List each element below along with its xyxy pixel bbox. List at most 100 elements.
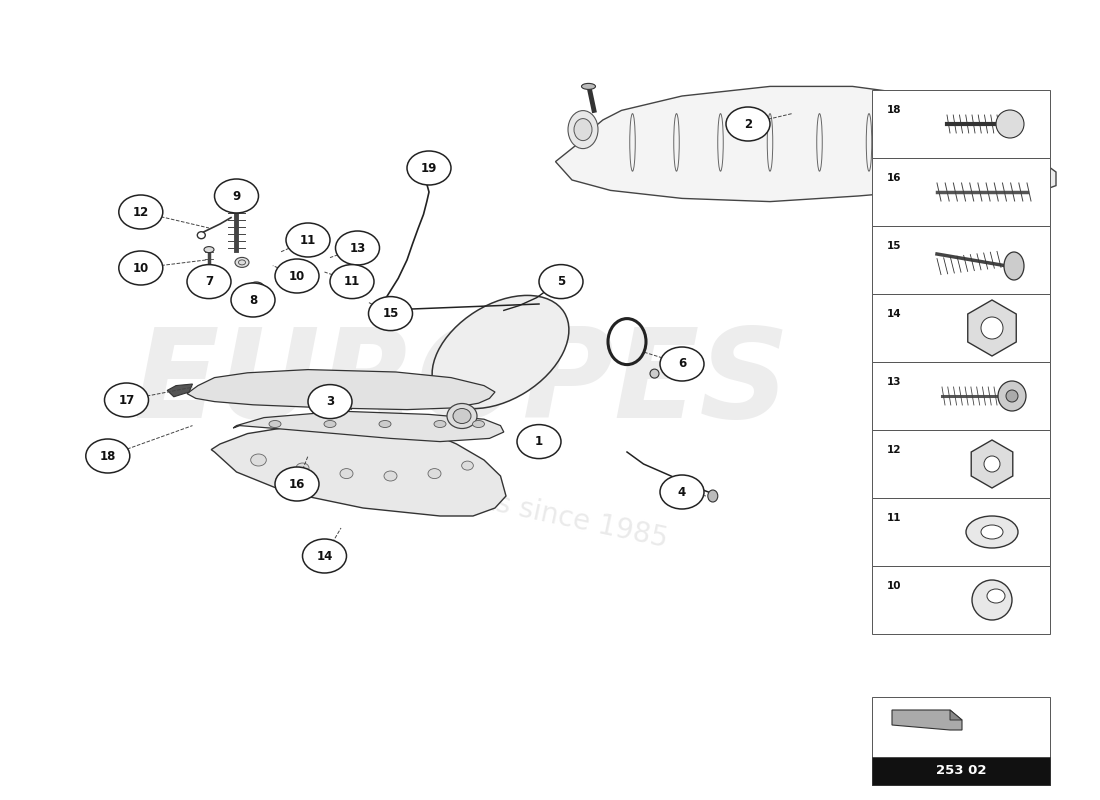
Text: EUROPES: EUROPES (134, 323, 790, 445)
Ellipse shape (1004, 252, 1024, 280)
Text: 14: 14 (887, 309, 902, 319)
Text: 10: 10 (887, 581, 902, 591)
Text: 10: 10 (133, 262, 148, 274)
Ellipse shape (998, 381, 1026, 411)
Ellipse shape (104, 383, 148, 417)
Polygon shape (233, 411, 504, 442)
Ellipse shape (286, 223, 330, 257)
Ellipse shape (324, 421, 336, 427)
Text: 16: 16 (887, 173, 902, 183)
Polygon shape (872, 697, 1050, 785)
Text: 15: 15 (887, 241, 902, 251)
Ellipse shape (368, 297, 412, 330)
Ellipse shape (407, 151, 451, 185)
Text: 1: 1 (535, 435, 543, 448)
Text: 11: 11 (300, 234, 316, 246)
Ellipse shape (660, 347, 704, 381)
Ellipse shape (981, 525, 1003, 539)
Ellipse shape (204, 246, 214, 253)
Ellipse shape (214, 179, 258, 213)
Polygon shape (892, 710, 962, 730)
Text: 13: 13 (887, 377, 902, 387)
Text: 11: 11 (344, 275, 360, 288)
Text: 14: 14 (317, 550, 332, 562)
Ellipse shape (330, 265, 374, 298)
Ellipse shape (660, 475, 704, 509)
Polygon shape (872, 430, 1050, 498)
Ellipse shape (119, 251, 163, 285)
Ellipse shape (574, 118, 592, 141)
Text: 13: 13 (350, 242, 365, 254)
Polygon shape (974, 132, 1056, 194)
Ellipse shape (462, 461, 473, 470)
Text: 19: 19 (421, 162, 437, 174)
Polygon shape (872, 362, 1050, 430)
Ellipse shape (987, 589, 1005, 603)
Ellipse shape (384, 471, 397, 481)
Ellipse shape (302, 539, 346, 573)
Polygon shape (872, 498, 1050, 566)
Ellipse shape (447, 403, 477, 429)
Ellipse shape (568, 110, 598, 149)
Text: a passion for parts since 1985: a passion for parts since 1985 (254, 438, 670, 554)
Text: 7: 7 (205, 275, 213, 288)
Text: 11: 11 (887, 513, 902, 523)
Ellipse shape (650, 369, 659, 378)
Ellipse shape (996, 110, 1024, 138)
Text: 253 02: 253 02 (936, 765, 987, 778)
Polygon shape (872, 294, 1050, 362)
Polygon shape (968, 300, 1016, 356)
Ellipse shape (231, 283, 275, 317)
Polygon shape (872, 90, 1050, 158)
Ellipse shape (972, 580, 1012, 620)
Polygon shape (187, 370, 495, 410)
Ellipse shape (707, 490, 718, 502)
Ellipse shape (453, 409, 471, 423)
Polygon shape (872, 566, 1050, 634)
Ellipse shape (434, 421, 446, 427)
Polygon shape (211, 422, 506, 516)
Ellipse shape (418, 176, 431, 184)
Text: 18: 18 (100, 450, 116, 462)
Ellipse shape (340, 469, 353, 478)
Text: 12: 12 (887, 445, 902, 455)
Text: 5: 5 (557, 275, 565, 288)
Ellipse shape (379, 421, 390, 427)
Ellipse shape (119, 195, 163, 229)
Text: 18: 18 (887, 105, 902, 115)
Ellipse shape (966, 516, 1018, 548)
Polygon shape (872, 226, 1050, 294)
Text: 10: 10 (289, 270, 305, 282)
Ellipse shape (308, 385, 352, 418)
Ellipse shape (582, 83, 595, 90)
Text: 9: 9 (232, 190, 241, 202)
Ellipse shape (239, 260, 245, 265)
Ellipse shape (235, 258, 249, 267)
Text: 6: 6 (678, 358, 686, 370)
Ellipse shape (187, 265, 231, 298)
Ellipse shape (251, 454, 266, 466)
Polygon shape (971, 440, 1013, 488)
Text: 3: 3 (326, 395, 334, 408)
Polygon shape (872, 757, 1050, 785)
Ellipse shape (275, 467, 319, 501)
Text: 15: 15 (383, 307, 398, 320)
Text: 8: 8 (249, 294, 257, 306)
Ellipse shape (984, 456, 1000, 472)
Text: 16: 16 (289, 478, 305, 490)
Ellipse shape (249, 282, 264, 294)
Text: 4: 4 (678, 486, 686, 498)
Ellipse shape (726, 107, 770, 141)
Ellipse shape (86, 439, 130, 473)
Ellipse shape (336, 231, 380, 265)
Ellipse shape (275, 259, 319, 293)
Ellipse shape (981, 317, 1003, 339)
Text: 12: 12 (133, 206, 148, 218)
Polygon shape (167, 384, 192, 397)
Polygon shape (872, 158, 1050, 226)
Ellipse shape (473, 421, 484, 427)
Ellipse shape (270, 421, 280, 427)
Text: 17: 17 (119, 394, 134, 406)
Ellipse shape (517, 425, 561, 458)
Ellipse shape (296, 463, 309, 473)
